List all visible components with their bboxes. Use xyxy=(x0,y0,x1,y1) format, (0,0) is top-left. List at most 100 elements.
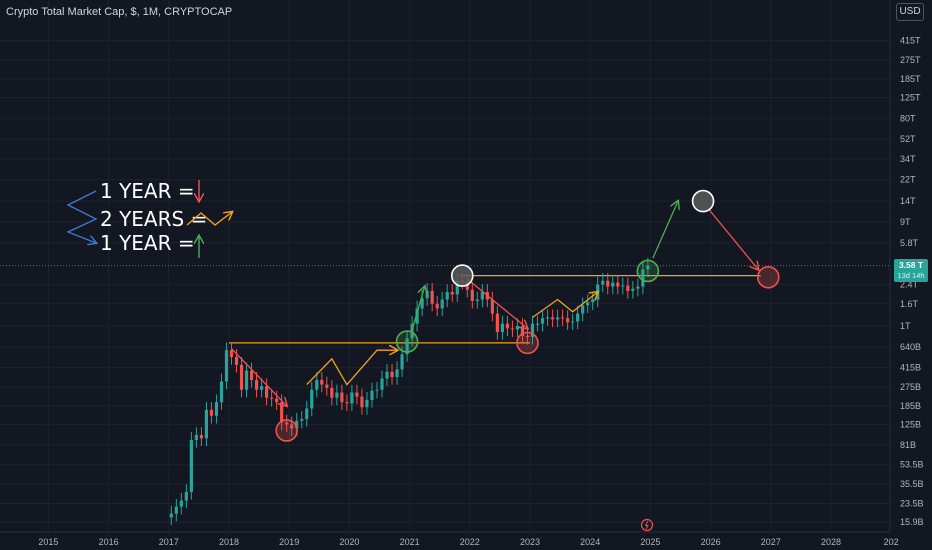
orange-zigzag-arrow xyxy=(532,292,598,318)
candle-body xyxy=(229,350,234,357)
candle-body xyxy=(385,371,389,379)
time-tick-label: 2016 xyxy=(99,537,119,547)
candle-body xyxy=(300,419,304,421)
candle-body xyxy=(425,290,429,299)
candle-body xyxy=(209,409,214,416)
chart-title: Crypto Total Market Cap, $, 1M, CRYPTOCA… xyxy=(6,6,233,18)
candle-body xyxy=(370,390,374,400)
time-tick-label: 2022 xyxy=(460,537,480,547)
candle-body xyxy=(631,288,635,291)
green-up-arrow xyxy=(652,201,678,259)
currency-button[interactable]: USD xyxy=(896,3,924,21)
candle-body xyxy=(224,350,229,382)
candle-body xyxy=(214,402,219,416)
candle-body xyxy=(616,282,620,287)
candle-body xyxy=(576,313,580,322)
candle-body xyxy=(204,409,209,439)
candle-body xyxy=(280,402,284,423)
candle-body xyxy=(535,323,540,325)
candle-body xyxy=(636,286,640,289)
candle-body xyxy=(219,381,224,403)
legend-text-line2: 2 YEARS = xyxy=(100,207,207,231)
candle-body xyxy=(430,290,434,304)
candle-body xyxy=(450,292,454,295)
candle-body xyxy=(510,328,515,330)
candle-body xyxy=(254,379,259,390)
time-tick-label: 202 xyxy=(884,537,899,547)
events-icon[interactable] xyxy=(640,518,654,532)
candle-body xyxy=(405,338,409,355)
candle-body xyxy=(601,280,605,285)
candle-body xyxy=(375,389,379,391)
candle-body xyxy=(395,369,399,378)
candle-body xyxy=(540,318,545,324)
price-tick-label: 275B xyxy=(900,382,921,392)
drawings[interactable] xyxy=(231,189,780,442)
time-axis-bg xyxy=(0,532,890,550)
candle-body xyxy=(330,387,334,398)
candle-body xyxy=(290,424,294,429)
price-tick-label: 1.6T xyxy=(900,299,919,309)
candle-body xyxy=(380,378,384,390)
candle-body xyxy=(530,323,535,337)
candle-body xyxy=(189,439,193,492)
time-tick-label: 2028 xyxy=(821,537,841,547)
horizontal-levels xyxy=(0,265,890,344)
candle-body xyxy=(244,370,249,390)
candle-body xyxy=(390,371,394,378)
price-tick-label: 185B xyxy=(900,401,921,411)
price-tick-label: 275T xyxy=(900,55,921,65)
time-tick-label: 2019 xyxy=(279,537,299,547)
price-tick-label: 34T xyxy=(900,154,916,164)
candle-body xyxy=(360,396,364,408)
candle-body xyxy=(626,285,630,291)
price-tick-label: 80T xyxy=(900,114,916,124)
candle-body xyxy=(555,317,560,320)
candle-body xyxy=(345,402,349,404)
candle-body xyxy=(270,397,274,399)
price-tick-label: 415T xyxy=(900,36,921,46)
candle-body xyxy=(571,321,575,323)
candle-body xyxy=(335,392,339,398)
candle-body xyxy=(365,399,369,408)
candle-body xyxy=(646,265,650,270)
candle-body xyxy=(249,370,254,380)
price-tick-label: 640B xyxy=(900,342,921,352)
candle-body xyxy=(265,386,269,398)
candle-body xyxy=(355,392,359,397)
candle-body xyxy=(320,379,324,385)
price-axis[interactable]: 15.9B 23.5B 35.5B 53.5B 81B 125B 185B 275B 415B 6… xyxy=(900,36,924,527)
candle-body xyxy=(340,392,344,403)
legend-annotation[interactable]: 1 YEAR =2 YEARS =1 YEAR = xyxy=(66,179,232,258)
time-tick-label: 2021 xyxy=(400,537,420,547)
candle-body xyxy=(611,282,615,287)
time-tick-label: 2027 xyxy=(761,537,781,547)
price-tick-label: 53.5B xyxy=(900,460,924,470)
candle-body xyxy=(606,280,610,287)
candle-body xyxy=(234,356,239,365)
orange-zigzag-arrow xyxy=(306,350,397,386)
time-tick-label: 2015 xyxy=(38,537,58,547)
price-tick-label: 52T xyxy=(900,134,916,144)
candle-body xyxy=(169,513,173,518)
time-tick-label: 2023 xyxy=(520,537,540,547)
price-tick-label: 23.5B xyxy=(900,499,924,509)
candle-body xyxy=(260,386,264,390)
candle-body xyxy=(199,434,203,439)
price-tick-label: 185T xyxy=(900,74,921,84)
time-tick-label: 2024 xyxy=(580,537,600,547)
candle-body xyxy=(184,491,188,501)
time-tick-label: 2025 xyxy=(640,537,660,547)
red-down-arrow xyxy=(466,278,527,328)
time-axis[interactable]: 2015 2016 2017 2018 2019 2020 2021 2022 2023 2024… xyxy=(38,537,898,547)
candle-body xyxy=(475,299,479,301)
candle-body xyxy=(550,317,555,320)
price-tick-label: 415B xyxy=(900,363,921,373)
time-tick-label: 2017 xyxy=(159,537,179,547)
candle-countdown: 13d 14h xyxy=(897,271,924,280)
candle-body xyxy=(470,289,474,301)
white-circle-marker xyxy=(450,264,474,287)
time-tick-label: 2026 xyxy=(701,537,721,547)
candle-body xyxy=(315,379,319,390)
